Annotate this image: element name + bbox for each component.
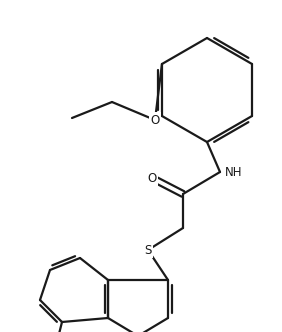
Text: S: S: [144, 243, 152, 257]
Text: NH: NH: [225, 165, 243, 179]
Text: O: O: [150, 114, 160, 126]
Text: O: O: [147, 172, 157, 185]
